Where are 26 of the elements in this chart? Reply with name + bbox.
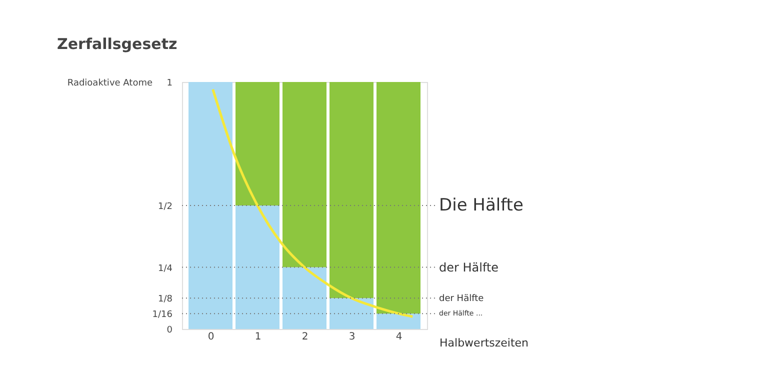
- x-axis-title: Halbwertszeiten: [440, 336, 529, 350]
- ref-line-label: der Hälfte: [439, 294, 484, 304]
- y-tick-label: 1/8: [158, 294, 173, 305]
- x-tick-label: 1: [254, 332, 262, 342]
- ref-line-label: der Hälfte: [439, 260, 499, 274]
- ref-line-label: Die Hälfte: [439, 196, 524, 216]
- x-tick-label: 2: [302, 332, 308, 342]
- bar: [376, 314, 420, 329]
- bar: [330, 82, 374, 298]
- line-series: [212, 88, 414, 318]
- bar: [282, 82, 326, 268]
- y-tick-label: 1/16: [152, 310, 173, 320]
- chart-title: Zerfallsgesetz: [57, 35, 178, 53]
- bar: [236, 82, 280, 206]
- bar: [282, 267, 326, 329]
- bar: [188, 82, 232, 329]
- bar: [236, 206, 280, 329]
- y-tick-label: 1: [166, 78, 172, 88]
- bar: [376, 82, 420, 314]
- y-tick-label: 1/4: [158, 264, 173, 274]
- y-tick-label: 1/2: [158, 202, 172, 212]
- x-tick-label: 3: [348, 332, 356, 342]
- bar: [330, 298, 374, 329]
- y-axis-title: Radioaktive Atome: [67, 78, 153, 88]
- x-tick-label: 0: [208, 332, 214, 342]
- x-tick-label: 4: [396, 332, 402, 342]
